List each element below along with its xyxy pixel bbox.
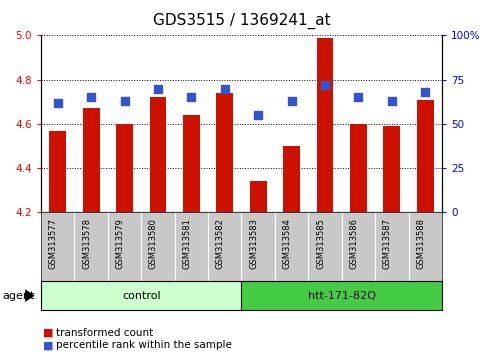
Text: percentile rank within the sample: percentile rank within the sample bbox=[56, 340, 231, 350]
Point bbox=[388, 98, 396, 104]
Point bbox=[187, 95, 195, 100]
Bar bbox=[283, 146, 300, 212]
Point bbox=[121, 98, 128, 104]
Text: GSM313585: GSM313585 bbox=[316, 218, 325, 269]
Point bbox=[355, 95, 362, 100]
Text: GDS3515 / 1369241_at: GDS3515 / 1369241_at bbox=[153, 12, 330, 29]
Text: GSM313578: GSM313578 bbox=[82, 218, 91, 269]
Bar bbox=[417, 99, 434, 212]
Bar bbox=[350, 124, 367, 212]
Text: GSM313583: GSM313583 bbox=[249, 218, 258, 269]
Text: htt-171-82Q: htt-171-82Q bbox=[308, 291, 376, 301]
Polygon shape bbox=[25, 289, 35, 302]
Text: GSM313579: GSM313579 bbox=[115, 218, 125, 269]
Text: GSM313584: GSM313584 bbox=[283, 218, 292, 269]
Bar bbox=[242, 281, 442, 310]
Text: agent: agent bbox=[2, 291, 35, 301]
Point bbox=[54, 100, 62, 105]
Text: control: control bbox=[122, 291, 160, 301]
Bar bbox=[250, 182, 267, 212]
Bar bbox=[83, 108, 99, 212]
Bar bbox=[116, 124, 133, 212]
Text: GSM313581: GSM313581 bbox=[183, 218, 191, 269]
Text: GSM313588: GSM313588 bbox=[416, 218, 425, 269]
Text: GSM313582: GSM313582 bbox=[216, 218, 225, 269]
Point bbox=[221, 86, 228, 91]
Bar bbox=[183, 115, 200, 212]
Point bbox=[321, 82, 329, 88]
Bar bbox=[384, 126, 400, 212]
Text: GSM313580: GSM313580 bbox=[149, 218, 158, 269]
Point bbox=[421, 89, 429, 95]
Bar bbox=[41, 281, 242, 310]
Bar bbox=[317, 38, 333, 212]
Text: ■: ■ bbox=[43, 328, 54, 338]
Point bbox=[87, 95, 95, 100]
Point bbox=[288, 98, 296, 104]
Text: ■: ■ bbox=[43, 340, 54, 350]
Point bbox=[154, 86, 162, 91]
Point bbox=[255, 112, 262, 118]
Bar bbox=[150, 97, 166, 212]
Text: transformed count: transformed count bbox=[56, 328, 153, 338]
Text: GSM313587: GSM313587 bbox=[383, 218, 392, 269]
Bar bbox=[49, 131, 66, 212]
Text: GSM313586: GSM313586 bbox=[349, 218, 358, 269]
Bar bbox=[216, 93, 233, 212]
Text: GSM313577: GSM313577 bbox=[49, 218, 58, 269]
